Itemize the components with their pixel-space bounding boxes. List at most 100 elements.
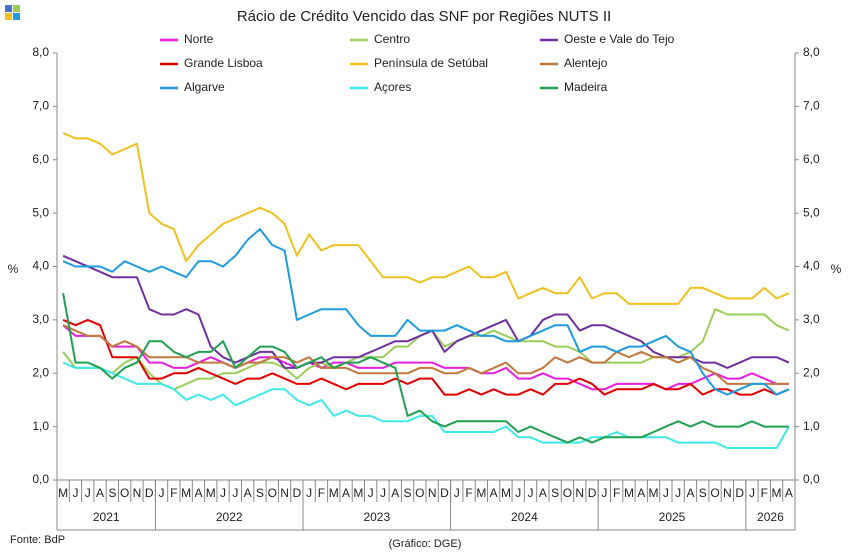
y-tick-label: 6,0	[32, 152, 49, 166]
y-tick-label: 0,0	[32, 472, 49, 486]
x-tick-label: M	[772, 486, 782, 500]
legend-label: Península de Setúbal	[374, 56, 488, 70]
y2-axis-label: %	[831, 262, 842, 276]
x-tick-label: J	[601, 486, 607, 500]
legend-label: Alentejo	[564, 56, 608, 70]
legend-label: Madeira	[564, 80, 608, 94]
y-tick-label: 1,0	[32, 419, 49, 433]
x-tick-label: O	[415, 486, 424, 500]
x-tick-label: S	[404, 486, 412, 500]
x-tick-label: A	[686, 486, 694, 500]
legend-label: Açores	[374, 80, 411, 94]
year-label: 2023	[363, 510, 390, 524]
x-tick-label: D	[293, 486, 302, 500]
x-tick-label: F	[761, 486, 768, 500]
x-tick-label: A	[342, 486, 350, 500]
y-tick-label: 3,0	[32, 312, 49, 326]
series-line	[62, 361, 790, 449]
y2-tick-label: 7,0	[803, 99, 820, 113]
x-tick-label: A	[490, 486, 498, 500]
x-tick-label: S	[551, 486, 559, 500]
logo	[13, 13, 20, 20]
series-line	[62, 318, 790, 396]
x-tick-label: J	[663, 486, 669, 500]
year-label: 2021	[93, 510, 120, 524]
x-tick-label: O	[563, 486, 572, 500]
x-tick-label: M	[181, 486, 191, 500]
x-tick-label: J	[515, 486, 521, 500]
x-tick-label: O	[120, 486, 129, 500]
y-tick-label: 2,0	[32, 365, 49, 379]
x-tick-label: J	[528, 486, 534, 500]
x-tick-label: D	[145, 486, 154, 500]
x-tick-label: A	[391, 486, 399, 500]
x-tick-label: F	[170, 486, 177, 500]
x-tick-label: J	[749, 486, 755, 500]
x-tick-label: M	[329, 486, 339, 500]
year-label: 2022	[216, 510, 243, 524]
x-tick-label: A	[194, 486, 202, 500]
y2-tick-label: 4,0	[803, 259, 820, 273]
logo	[5, 5, 12, 12]
y2-tick-label: 2,0	[803, 365, 820, 379]
x-tick-label: S	[108, 486, 116, 500]
logo	[13, 5, 20, 12]
y2-tick-label: 3,0	[803, 312, 820, 326]
chart-title: Rácio de Crédito Vencido das SNF por Reg…	[237, 8, 611, 25]
x-tick-label: A	[637, 486, 645, 500]
logo	[5, 13, 12, 20]
x-tick-label: J	[232, 486, 238, 500]
x-tick-label: A	[539, 486, 547, 500]
x-tick-label: O	[710, 486, 719, 500]
y2-tick-label: 1,0	[803, 419, 820, 433]
x-tick-label: F	[465, 486, 472, 500]
x-tick-label: N	[133, 486, 142, 500]
year-label: 2025	[659, 510, 686, 524]
x-tick-label: N	[280, 486, 289, 500]
x-tick-label: M	[353, 486, 363, 500]
legend-label: Norte	[184, 32, 214, 46]
x-tick-label: J	[159, 486, 165, 500]
x-tick-label: S	[699, 486, 707, 500]
x-tick-label: M	[649, 486, 659, 500]
y-tick-label: 4,0	[32, 259, 49, 273]
x-tick-label: J	[675, 486, 681, 500]
x-tick-label: M	[476, 486, 486, 500]
x-tick-label: M	[58, 486, 68, 500]
legend-label: Oeste e Vale do Tejo	[564, 32, 675, 46]
y2-tick-label: 5,0	[803, 205, 820, 219]
y2-tick-label: 8,0	[803, 45, 820, 59]
series-line	[62, 293, 789, 444]
y-tick-label: 5,0	[32, 205, 49, 219]
x-tick-label: N	[723, 486, 732, 500]
x-tick-label: A	[244, 486, 252, 500]
x-tick-label: J	[72, 486, 78, 500]
x-tick-label: A	[96, 486, 104, 500]
x-tick-label: N	[575, 486, 584, 500]
year-label: 2026	[757, 510, 784, 524]
x-tick-label: J	[306, 486, 312, 500]
x-tick-label: N	[428, 486, 437, 500]
legend-label: Centro	[374, 32, 410, 46]
y2-tick-label: 6,0	[803, 152, 820, 166]
y2-tick-label: 0,0	[803, 472, 820, 486]
series-line	[62, 228, 790, 396]
x-tick-label: O	[268, 486, 277, 500]
legend-label: Algarve	[184, 80, 225, 94]
y-axis-label: %	[8, 262, 19, 276]
x-tick-label: J	[368, 486, 374, 500]
y-tick-label: 7,0	[32, 99, 49, 113]
x-tick-label: J	[454, 486, 460, 500]
year-label: 2024	[511, 510, 538, 524]
credit: (Gráfico: DGE)	[389, 538, 462, 550]
x-tick-label: F	[613, 486, 620, 500]
x-tick-label: M	[206, 486, 216, 500]
x-tick-label: J	[85, 486, 91, 500]
legend-label: Grande Lisboa	[184, 56, 263, 70]
x-tick-label: J	[380, 486, 386, 500]
x-tick-label: D	[440, 486, 449, 500]
x-tick-label: F	[318, 486, 325, 500]
x-tick-label: A	[785, 486, 793, 500]
x-tick-label: D	[588, 486, 597, 500]
x-tick-label: D	[735, 486, 744, 500]
